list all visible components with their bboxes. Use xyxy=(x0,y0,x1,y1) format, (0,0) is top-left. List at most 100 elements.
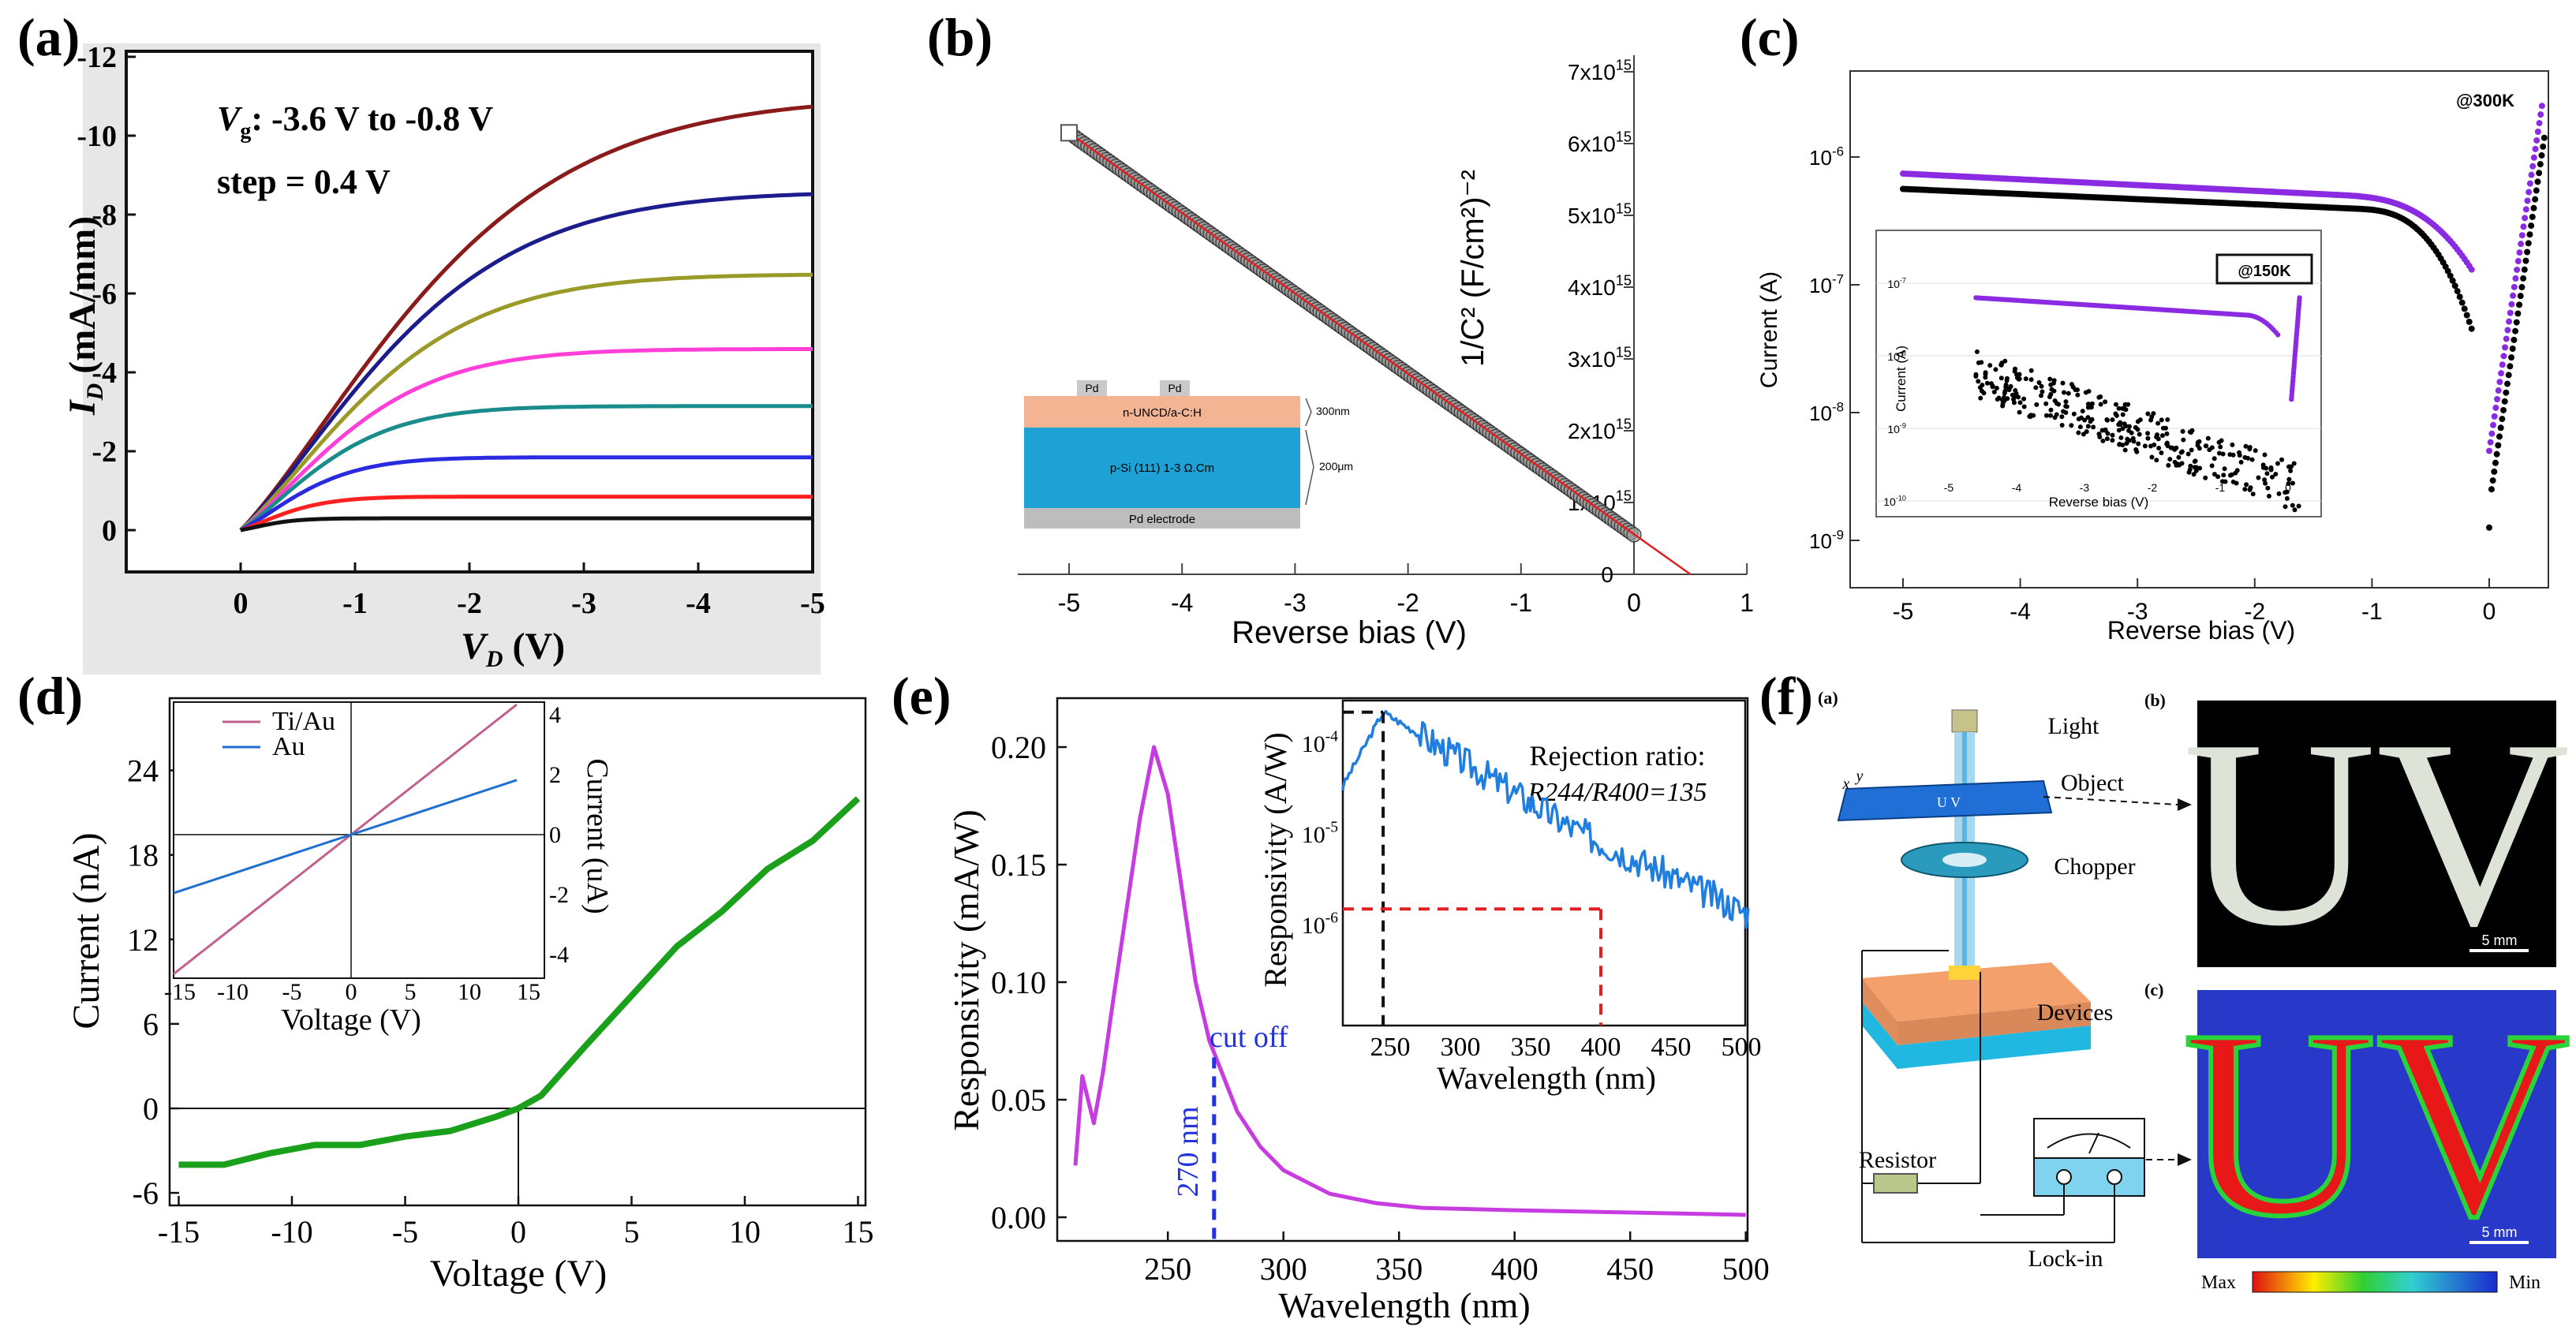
c-inset-point-black xyxy=(2003,382,2009,387)
c-inset-point-black xyxy=(2145,411,2151,417)
d-xtick-label: 0 xyxy=(510,1214,526,1250)
d-ytick-label: 18 xyxy=(127,838,159,873)
c-inset-point-black xyxy=(2180,428,2185,434)
panel-label-c: (c) xyxy=(1740,7,1799,67)
c-inset-point-black xyxy=(2289,464,2294,469)
c-inset-point-black xyxy=(2137,417,2143,423)
f-sub-b: (b) xyxy=(2144,690,2166,710)
c-inset-point-black xyxy=(2262,452,2268,458)
c-inset-point-black xyxy=(2033,385,2039,390)
c-inset-point-black xyxy=(2133,447,2139,452)
d-legend-label: Ti/Au xyxy=(272,707,335,736)
c-inset-point-black xyxy=(2012,368,2017,374)
c-point-black xyxy=(2537,161,2544,168)
c-point-black xyxy=(2496,433,2503,440)
c-inset-point-black xyxy=(2123,407,2129,413)
c-inset-point-black xyxy=(2296,503,2301,509)
c-inset-xtick-label: -3 xyxy=(2080,481,2090,494)
c-inset-point-black xyxy=(2159,433,2165,439)
c-inset-point-black xyxy=(2069,382,2074,387)
c-inset-point-black xyxy=(2002,358,2008,364)
c-inset-point-black xyxy=(2247,487,2253,492)
d-xlabel: Voltage (V) xyxy=(430,1253,607,1295)
e-rejection-title: Rejection ratio: xyxy=(1530,740,1706,772)
c-inset-point-black xyxy=(2091,424,2096,430)
c-point-black xyxy=(2454,288,2461,295)
c-point-purple xyxy=(2511,283,2518,290)
c-inset-point-black xyxy=(2216,450,2222,456)
panel-label-e: (e) xyxy=(892,666,951,726)
c-inset-point-black xyxy=(2270,474,2275,480)
f-colorbar-min: Min xyxy=(2509,1272,2540,1293)
c-inset-xlabel: Reverse bias (V) xyxy=(2049,495,2149,510)
c-inset-point-black xyxy=(2021,404,2027,409)
c-inset-point-black xyxy=(2286,480,2291,486)
e-inset-ylabel: Responsivity (A/W) xyxy=(1258,732,1293,987)
c-point-purple xyxy=(2536,120,2543,127)
c-inset-point-black xyxy=(2036,380,2042,386)
e-rejection-value: R244/R400=135 xyxy=(1527,778,1707,807)
b-ytick-label: 3x1015 xyxy=(1568,344,1632,372)
c-inset-point-black xyxy=(2267,493,2272,499)
c-inset-point-black xyxy=(2186,469,2192,475)
c-inset-point-black xyxy=(2100,438,2106,443)
c-point-purple xyxy=(2508,301,2515,308)
c-inset-point-black xyxy=(2172,459,2178,465)
b-contact-left xyxy=(1077,380,1107,396)
c-point-purple xyxy=(2522,206,2529,213)
b-xtick-label: -2 xyxy=(1396,589,1419,617)
f-sub-c: (c) xyxy=(2144,980,2163,1000)
c-inset-point-black xyxy=(2021,396,2027,402)
c-inset-point-black xyxy=(2051,378,2057,383)
f-lockin-knob xyxy=(2107,1169,2122,1185)
e-xtick-label: 300 xyxy=(1260,1251,1307,1287)
d-inset-xtick-label: -5 xyxy=(282,979,302,1005)
c-inset-point-black xyxy=(2290,503,2295,508)
c-inset-point-black xyxy=(2154,458,2159,463)
c-ytick-label: 10-8 xyxy=(1809,399,1844,425)
c-inset-point-black xyxy=(2005,396,2010,402)
c-point-black xyxy=(2507,363,2514,370)
d-xtick-label: -10 xyxy=(271,1214,312,1250)
e-ytick-label: 0.05 xyxy=(991,1082,1046,1118)
c-inset-point-black xyxy=(2179,461,2185,466)
a-ytick-label: 0 xyxy=(102,514,117,547)
c-inset-point-black xyxy=(2193,458,2198,464)
a-xtick-label: -3 xyxy=(571,587,596,620)
b-xtick-label: -4 xyxy=(1171,589,1193,617)
c-inset-point-black xyxy=(2080,409,2085,414)
c-point-black xyxy=(2538,151,2545,159)
c-inset-point-black xyxy=(2211,456,2217,461)
c-inset-point-black xyxy=(2187,429,2193,435)
c-point-black xyxy=(2501,398,2508,405)
c-ytick-label: 10-9 xyxy=(1809,527,1844,553)
c-inset-point-black xyxy=(2164,440,2170,446)
c-point-purple xyxy=(2538,103,2545,110)
c-inset-point-black xyxy=(2284,495,2290,501)
c-point-purple xyxy=(2524,197,2531,204)
c-point-purple xyxy=(2495,387,2502,394)
c-inset-point-black xyxy=(2126,424,2132,429)
d-ytick-label: 6 xyxy=(143,1007,159,1042)
c-inset-point-black xyxy=(1978,395,1983,401)
c-inset-point-black xyxy=(2250,491,2256,497)
c-inset-ylabel: Current (A) xyxy=(1894,346,1909,412)
c-inset-point-black xyxy=(2237,450,2242,455)
c-point-black xyxy=(2505,372,2512,379)
f-scale-b-label: 5 mm xyxy=(2482,932,2518,948)
f-lockin-label: Lock-in xyxy=(2028,1246,2103,1272)
c-inset-point-black xyxy=(2243,443,2249,449)
b-ytick-label: 5x1015 xyxy=(1568,200,1632,228)
b-layer-top-label: n-UNCD/a-C:H xyxy=(1123,406,1202,420)
c-inset-point-black xyxy=(2060,380,2066,386)
b-thickness-top: 300nm xyxy=(1316,405,1350,417)
c-inset-point-black xyxy=(1987,363,1993,368)
c-inset-point-black xyxy=(2118,435,2124,440)
c-inset-point-black xyxy=(2181,437,2186,443)
f-light-label: Light xyxy=(2048,713,2100,739)
c-point-purple xyxy=(2492,404,2499,411)
c-inset-point-black xyxy=(2039,393,2044,398)
c-inset-ytick-label: 10-8 xyxy=(1887,349,1906,363)
c-inset-point-black xyxy=(2155,420,2161,426)
c-point-purple xyxy=(2506,318,2513,325)
